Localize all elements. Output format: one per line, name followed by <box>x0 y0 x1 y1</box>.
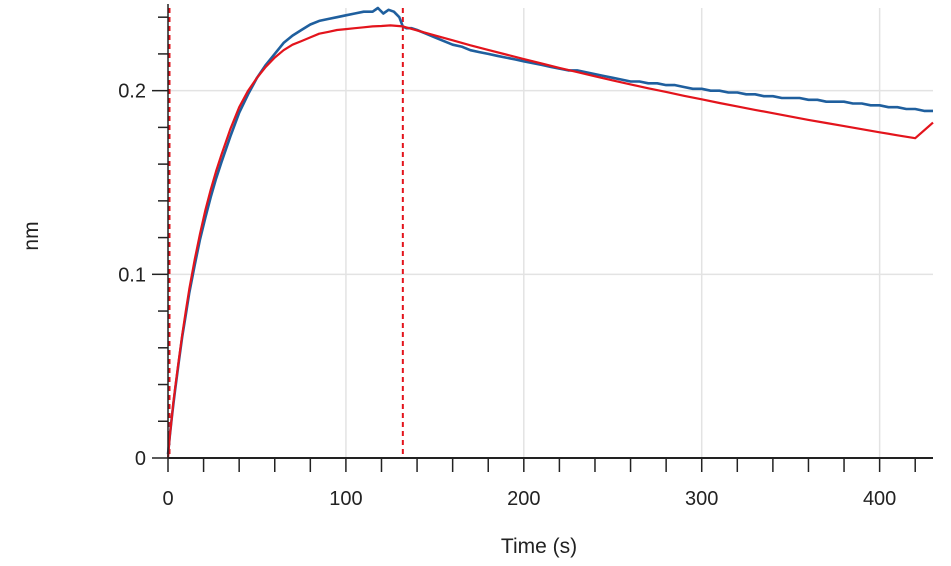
tick-labels: 0 100 200 300 400 0 0.1 0.2 <box>118 81 896 510</box>
x-tick-label: 200 <box>507 488 540 510</box>
fit-series-line <box>166 24 934 459</box>
y-axis-title: nm <box>20 221 43 250</box>
x-tick-label: 300 <box>685 488 718 510</box>
y-tick-label: 0.1 <box>118 264 146 286</box>
x-tick-label: 0 <box>162 488 173 510</box>
y-tick-label: 0 <box>135 448 146 470</box>
x-tick-label: 100 <box>329 488 362 510</box>
grid-lines <box>168 8 933 458</box>
axes <box>152 4 933 472</box>
reference-lines <box>168 8 404 458</box>
measured-series-line <box>166 6 933 455</box>
x-axis-title: Time (s) <box>501 535 577 558</box>
x-tick-label: 400 <box>863 488 896 510</box>
series-lines <box>166 6 934 459</box>
y-tick-label: 0.2 <box>118 81 146 103</box>
